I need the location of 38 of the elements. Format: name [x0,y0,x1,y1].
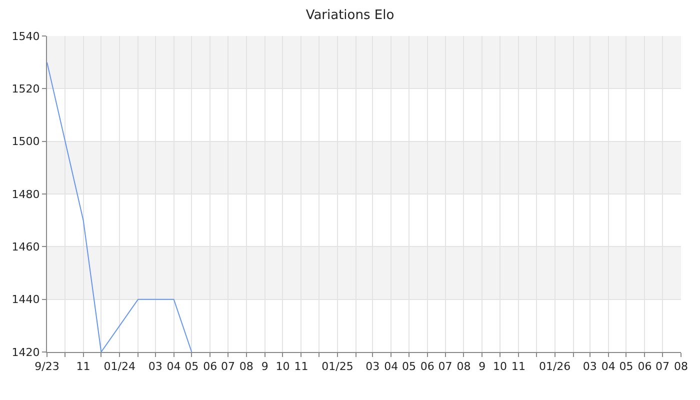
x-tick-label: 06 [203,360,218,374]
x-tick-label: 08 [239,360,254,374]
x-tick-label: 03 [148,360,162,374]
x-tick-label: 01/24 [104,360,136,374]
y-tick-label: 1420 [12,346,40,359]
x-tick-label: 9 [261,360,268,374]
y-tick-label: 1480 [12,188,40,201]
x-tick-label: 10 [493,360,508,374]
x-tick-label: 07 [438,360,452,374]
y-tick-label: 1500 [12,135,40,148]
x-tick-label: 9 [478,360,486,374]
x-tick-label: 08 [456,360,471,374]
chart-title: Variations Elo [306,8,394,24]
x-tick-label: 04 [384,360,398,374]
x-tick-label: 05 [184,360,199,374]
x-tick-label: 06 [420,360,434,374]
y-tick-label: 1440 [12,293,40,306]
x-tick-label: 03 [582,360,597,374]
y-tick-label: 1520 [12,82,40,96]
x-tick-label: 04 [601,360,616,374]
x-tick-label: 04 [166,360,181,374]
x-tick-label: 07 [220,360,235,374]
x-tick-label: 10 [276,360,290,374]
x-tick-label: 01/26 [538,360,571,374]
x-tick-label: 07 [656,360,670,374]
y-tick-label: 1460 [12,240,40,254]
x-tick-label: 06 [638,360,652,374]
x-tick-label: 11 [294,360,308,374]
x-tick-label: 05 [619,360,634,374]
x-tick-label: 11 [511,360,526,374]
y-tick-label: 1540 [12,30,40,43]
x-tick-label: 9/23 [34,360,60,374]
line-series [47,62,192,352]
x-tick-label: 08 [674,360,688,374]
x-tick-label: 03 [366,360,380,374]
x-tick-label: 01/25 [322,360,354,374]
x-tick-label: 11 [76,360,90,374]
x-tick-label: 05 [402,360,416,374]
